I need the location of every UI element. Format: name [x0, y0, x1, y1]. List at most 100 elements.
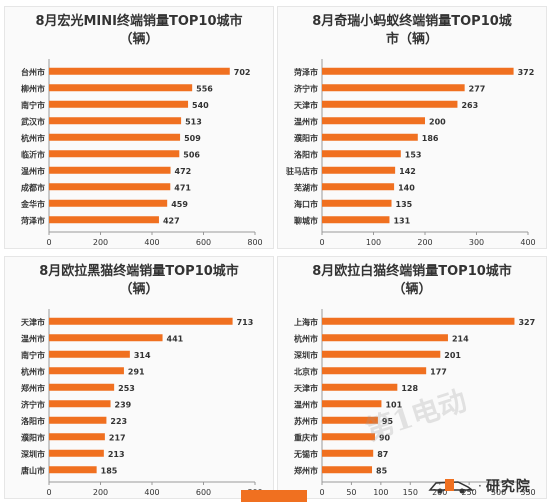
data-label: 472	[175, 167, 192, 176]
category-label: 郑州市	[294, 465, 318, 475]
bar	[322, 199, 392, 207]
category-label: 海口市	[294, 199, 318, 209]
bar	[322, 449, 374, 457]
chart-title: 8月欧拉白猫终端销量TOP10城市 （辆）	[284, 263, 540, 299]
category-label: 苏州市	[294, 416, 318, 426]
category-label: 郑州市	[21, 383, 45, 393]
bar	[49, 216, 159, 224]
category-label: 台州市	[21, 67, 45, 77]
x-tick-label: 0	[319, 238, 324, 247]
category-label: 杭州市	[21, 133, 45, 143]
data-label: 239	[115, 400, 132, 409]
x-tick-label: 150	[403, 488, 418, 497]
data-label: 506	[183, 150, 200, 159]
bar	[49, 67, 230, 75]
bar	[49, 466, 97, 474]
data-label: 427	[163, 216, 180, 225]
data-label: 217	[109, 433, 126, 442]
x-tick-label: 0	[46, 488, 51, 497]
x-tick-label: 400	[144, 488, 159, 497]
bar	[49, 334, 163, 342]
bar	[49, 449, 104, 457]
bar	[322, 84, 465, 92]
bar	[49, 150, 180, 158]
category-label: 成都市	[21, 182, 45, 192]
category-label: 聊城市	[294, 215, 318, 225]
bar	[322, 367, 427, 375]
chart-panel-hongguang: 8月宏光MINI终端销量TOP10城市 （辆） 台州市 702 柳州市 556 南宁市 5…	[4, 6, 274, 249]
category-label: 北京市	[294, 366, 318, 376]
bar	[322, 466, 373, 474]
chart-title-line-1: 8月欧拉白猫终端销量TOP10城市	[312, 264, 512, 279]
category-label: 温州市	[294, 116, 318, 126]
x-tick-label: 600	[196, 238, 211, 247]
data-label: 201	[444, 351, 461, 360]
category-label: 柳州市	[21, 83, 45, 93]
bar	[49, 367, 124, 375]
data-label: 314	[134, 351, 151, 360]
data-label: 185	[101, 466, 118, 475]
data-label: 441	[167, 334, 184, 343]
data-label: 713	[237, 318, 254, 327]
data-label: 223	[110, 417, 127, 426]
data-label: 253	[118, 384, 135, 393]
data-label: 135	[396, 200, 413, 209]
data-label: 540	[192, 101, 209, 110]
category-label: 天津市	[294, 383, 318, 393]
bar	[322, 117, 425, 125]
chart-title: 8月宏光MINI终端销量TOP10城市 （辆）	[11, 13, 267, 49]
bar	[322, 183, 395, 191]
bar	[49, 416, 107, 424]
chart-panel-ora-black-cat: 8月欧拉黑猫终端销量TOP10城市 （辆） 天津市 713 温州市 441 南宁市 314…	[4, 256, 274, 499]
category-label: 温州市	[21, 333, 45, 343]
category-label: 济宁市	[21, 399, 45, 409]
data-label: 213	[108, 450, 125, 459]
data-label: 509	[184, 134, 201, 143]
category-label: 天津市	[21, 317, 45, 327]
footer-accent-bar	[241, 490, 307, 502]
chart-title-line-2: 市（辆）	[385, 32, 438, 47]
x-tick-label: 350	[520, 488, 535, 497]
bar	[49, 84, 193, 92]
category-label: 温州市	[294, 399, 318, 409]
bar	[322, 400, 382, 408]
category-label: 濮阳市	[294, 133, 318, 143]
bar	[49, 166, 171, 174]
category-label: 洛阳市	[294, 149, 318, 159]
brand-logo: · 研究院	[428, 474, 546, 498]
data-label: 153	[405, 150, 422, 159]
bar	[49, 199, 168, 207]
chart-title: 8月欧拉黑猫终端销量TOP10城市 （辆）	[11, 263, 267, 299]
category-label: 深圳市	[294, 350, 318, 360]
bar	[322, 317, 515, 325]
chart-panel-ora-white-cat: 8月欧拉白猫终端销量TOP10城市 （辆） 上海市 327 杭州市 214 深圳市 201…	[277, 256, 547, 499]
x-tick-label: 0	[319, 488, 324, 497]
bar	[322, 383, 398, 391]
data-label: 513	[185, 117, 202, 126]
data-label: 556	[196, 84, 213, 93]
bar	[49, 117, 182, 125]
x-tick-label: 300	[469, 238, 484, 247]
data-label: 87	[377, 450, 388, 459]
data-label: 177	[430, 367, 447, 376]
category-label: 临沂市	[21, 149, 45, 159]
category-label: 天津市	[294, 100, 318, 110]
bar-chart-ora-white-cat: 上海市 327 杭州市 214 深圳市 201 北京市 177 天津市 128 温州市 101 苏州市 9…	[293, 309, 536, 497]
x-tick-label: 400	[520, 238, 535, 247]
bar	[322, 67, 514, 75]
data-label: 263	[461, 101, 478, 110]
chart-title-line-2: （辆）	[119, 32, 159, 47]
data-label: 200	[429, 117, 446, 126]
x-tick-label: 400	[144, 238, 159, 247]
bar	[322, 216, 390, 224]
category-label: 杭州市	[294, 333, 318, 343]
data-label: 101	[385, 400, 402, 409]
chart-title-line-1: 8月奇瑞小蚂蚁终端销量TOP10城	[312, 14, 512, 29]
data-label: 327	[518, 318, 535, 327]
x-tick-label: 200	[93, 238, 108, 247]
category-label: 唐山市	[21, 465, 45, 475]
bar-chart-chery: 菏泽市 372 济宁市 277 天津市 263 温州市 200 濮阳市 186 洛阳市 153 驻马店市…	[286, 59, 536, 247]
chart-panel-chery: 8月奇瑞小蚂蚁终端销量TOP10城 市（辆） 菏泽市 372 济宁市 277 天津市 26…	[277, 6, 547, 249]
bar	[49, 100, 189, 108]
category-label: 驻马店市	[286, 166, 318, 176]
